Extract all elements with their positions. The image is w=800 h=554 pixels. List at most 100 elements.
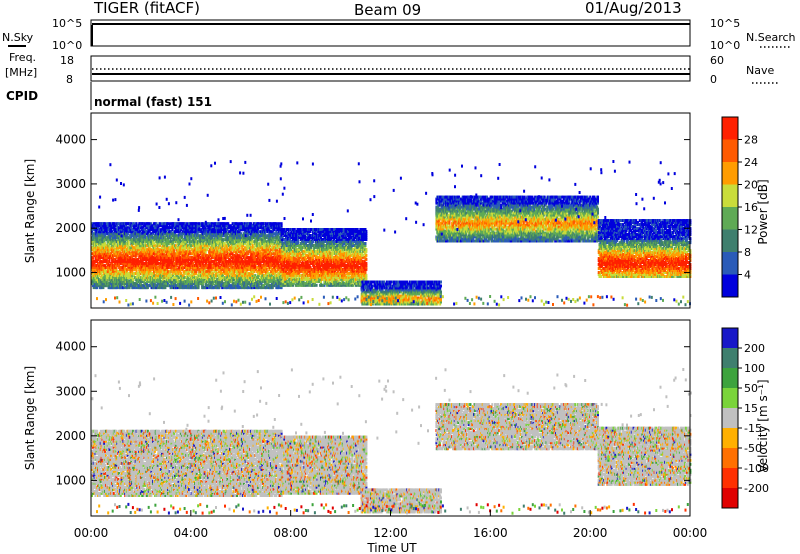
range-gate-cell (132, 242, 135, 246)
range-gate-cell (146, 232, 149, 236)
range-gate-cell (148, 254, 151, 258)
range-gate-cell (168, 224, 171, 228)
range-gate-cell (96, 242, 99, 246)
range-gate-cell (118, 262, 121, 266)
range-gate-cell (180, 240, 183, 244)
range-gate-cell (172, 234, 175, 238)
range-gate-cell (121, 276, 124, 280)
range-gate-cell (112, 260, 114, 264)
range-gate-cell (125, 264, 128, 268)
range-gate-cell (130, 222, 133, 226)
range-gate-cell (91, 226, 93, 230)
nsearch-top-tick: 10^5 (710, 17, 740, 30)
range-gate-cell (115, 230, 118, 234)
range-gate-cell (123, 276, 126, 280)
range-gate-cell (167, 240, 169, 244)
range-gate-cell (122, 268, 125, 272)
range-gate-cell (158, 248, 161, 252)
range-gate-cell (201, 260, 204, 264)
range-gate-cell (170, 236, 173, 240)
range-gate-cell (159, 270, 162, 274)
freq-unit-label: [MHz] (5, 66, 37, 79)
range-gate-cell (178, 234, 181, 238)
range-gate-cell (127, 228, 130, 232)
range-gate-cell (191, 274, 194, 278)
range-gate-cell (175, 268, 178, 272)
range-gate-cell (183, 286, 186, 290)
range-gate-cell (139, 236, 142, 240)
range-gate-cell (117, 248, 120, 252)
range-gate-cell (176, 270, 179, 274)
range-gate-cell (91, 258, 94, 262)
range-gate-cell (104, 226, 107, 230)
range-gate-cell (176, 274, 179, 278)
range-gate-cell (166, 268, 169, 272)
range-gate-cell (190, 226, 193, 230)
range-gate-cell (184, 222, 187, 226)
range-gate-cell (106, 280, 109, 284)
nsearch-label: N.Search (746, 31, 796, 44)
range-gate-cell (198, 222, 201, 226)
range-gate-cell (149, 228, 152, 232)
range-gate-cell (196, 226, 199, 230)
range-gate-cell (200, 276, 203, 280)
range-gate-cell (215, 262, 218, 266)
range-gate-cell (157, 278, 160, 282)
range-gate-cell (181, 236, 183, 240)
range-gate-cell (186, 280, 189, 284)
range-gate-cell (198, 254, 201, 258)
range-gate-cell (141, 242, 144, 246)
range-gate-cell (141, 236, 144, 240)
range-gate-cell (200, 244, 203, 248)
range-gate-cell (140, 238, 143, 242)
range-gate-cell (164, 286, 167, 290)
range-gate-cell (103, 258, 106, 262)
range-gate-cell (145, 240, 148, 244)
nsky-panel: N.Sky 10^5 10^0 10^5 10^0 N.Search (2, 17, 796, 52)
range-gate-cell (91, 240, 94, 244)
range-gate-cell (198, 226, 201, 230)
range-gate-cell (150, 236, 153, 240)
range-gate-cell (187, 234, 190, 238)
range-gate-cell (126, 226, 129, 230)
range-gate-cell (114, 258, 117, 262)
range-gate-cell (163, 282, 166, 286)
range-gate-cell (158, 228, 161, 232)
range-gate-cell (99, 236, 102, 240)
range-gate-cell (103, 272, 106, 276)
range-gate-cell (163, 244, 166, 248)
range-gate-cell (147, 236, 150, 240)
range-gate-cell (182, 244, 185, 248)
range-gate-cell (122, 270, 125, 274)
range-gate-cell (158, 268, 161, 272)
range-gate-cell (162, 238, 165, 242)
range-gate-cell (102, 274, 105, 278)
range-gate-cell (153, 234, 156, 238)
range-gate-cell (185, 232, 188, 236)
range-gate-cell (188, 238, 191, 242)
range-gate-cell (137, 258, 140, 262)
range-gate-cell (165, 284, 168, 288)
range-gate-cell (181, 258, 184, 262)
range-gate-cell (157, 250, 160, 254)
range-gate-cell (177, 224, 180, 228)
range-gate-cell (139, 230, 141, 234)
range-gate-cell (102, 286, 105, 290)
range-gate-cell (167, 278, 170, 282)
range-gate-cell (144, 238, 147, 242)
range-gate-cell (146, 282, 148, 286)
range-gate-cell (130, 252, 133, 256)
range-gate-cell (188, 264, 191, 268)
range-gate-cell (148, 230, 151, 234)
range-gate-cell (91, 256, 94, 260)
range-gate-cell (164, 232, 167, 236)
range-gate-cell (130, 278, 133, 282)
range-gate-cell (153, 238, 156, 242)
range-gate-cell (161, 254, 164, 258)
range-gate-cell (161, 246, 164, 250)
range-gate-cell (202, 274, 205, 278)
range-gate-cell (124, 230, 127, 234)
range-gate-cell (200, 236, 203, 240)
range-gate-cell (159, 272, 162, 276)
range-gate-cell (177, 258, 180, 262)
